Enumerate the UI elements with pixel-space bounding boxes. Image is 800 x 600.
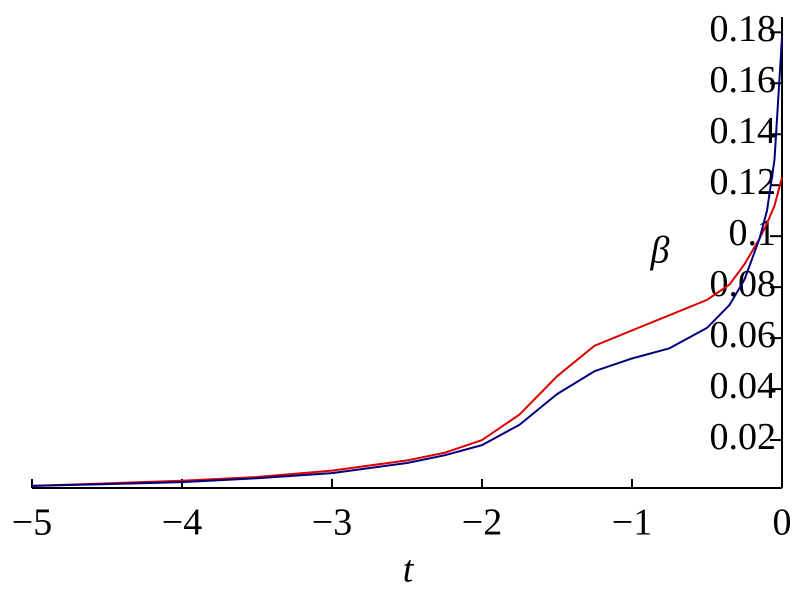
x-tick-label: −2: [462, 502, 502, 544]
y-tick-label: 0.18: [710, 8, 777, 50]
line-series: [31, 37, 783, 487]
y-tick-label: 0.16: [710, 59, 777, 101]
y-tick-label: 0.12: [710, 161, 777, 203]
y-tick-label: 0.02: [710, 416, 777, 458]
x-tick-label: −4: [162, 502, 202, 544]
x-tick-label: −5: [12, 502, 52, 544]
x-tick-label: 0: [773, 502, 792, 544]
y-tick-label: 0.04: [710, 365, 777, 407]
y-tick-label: 0.06: [710, 314, 777, 356]
line-series: [31, 177, 783, 487]
x-tick-label: −1: [612, 502, 652, 544]
x-tick-label: −3: [312, 502, 352, 544]
y-tick-label: 0.14: [710, 110, 777, 152]
y-axis-label: β: [650, 230, 670, 272]
x-axis-label: t: [403, 549, 415, 591]
